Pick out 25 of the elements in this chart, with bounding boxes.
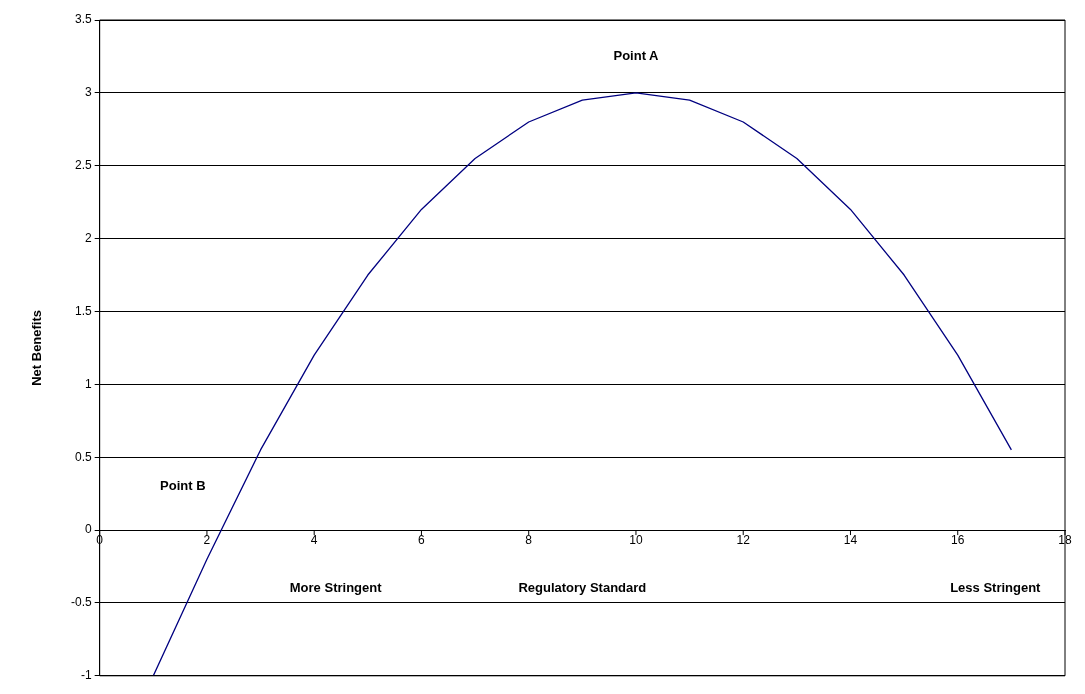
y-axis-title: Net Benefits	[29, 309, 45, 386]
x-tick-label: 14	[843, 532, 858, 547]
y-tick-label: 3	[84, 85, 92, 100]
x-tick-label: 10	[629, 532, 643, 547]
annotation: More Stringent	[289, 579, 383, 595]
x-tick-label: 16	[951, 532, 965, 547]
y-tick-label: -0.5	[70, 595, 92, 610]
x-tick-label: 4	[310, 532, 318, 547]
x-tick-label: 8	[525, 532, 533, 547]
x-tick-label: 18	[1058, 532, 1072, 547]
y-tick-label: 0	[84, 522, 92, 537]
y-tick-label: 1.5	[74, 303, 92, 318]
y-tick-label: -1	[81, 668, 92, 683]
x-axis-title: Regulatory Standard	[518, 579, 647, 595]
y-tick-label: 2	[84, 230, 92, 245]
y-tick-label: 0.5	[74, 449, 92, 464]
annotation: Point B	[160, 477, 206, 493]
y-tick-label: 3.5	[74, 12, 92, 27]
x-tick-label: 12	[736, 532, 751, 547]
y-tick-label: 1	[84, 376, 92, 391]
annotation: Less Stringent	[950, 579, 1042, 595]
y-tick-label: 2.5	[74, 158, 92, 173]
x-tick-label: 6	[418, 532, 426, 547]
x-tick-label: 2	[203, 532, 211, 547]
annotation: Point A	[613, 48, 660, 64]
